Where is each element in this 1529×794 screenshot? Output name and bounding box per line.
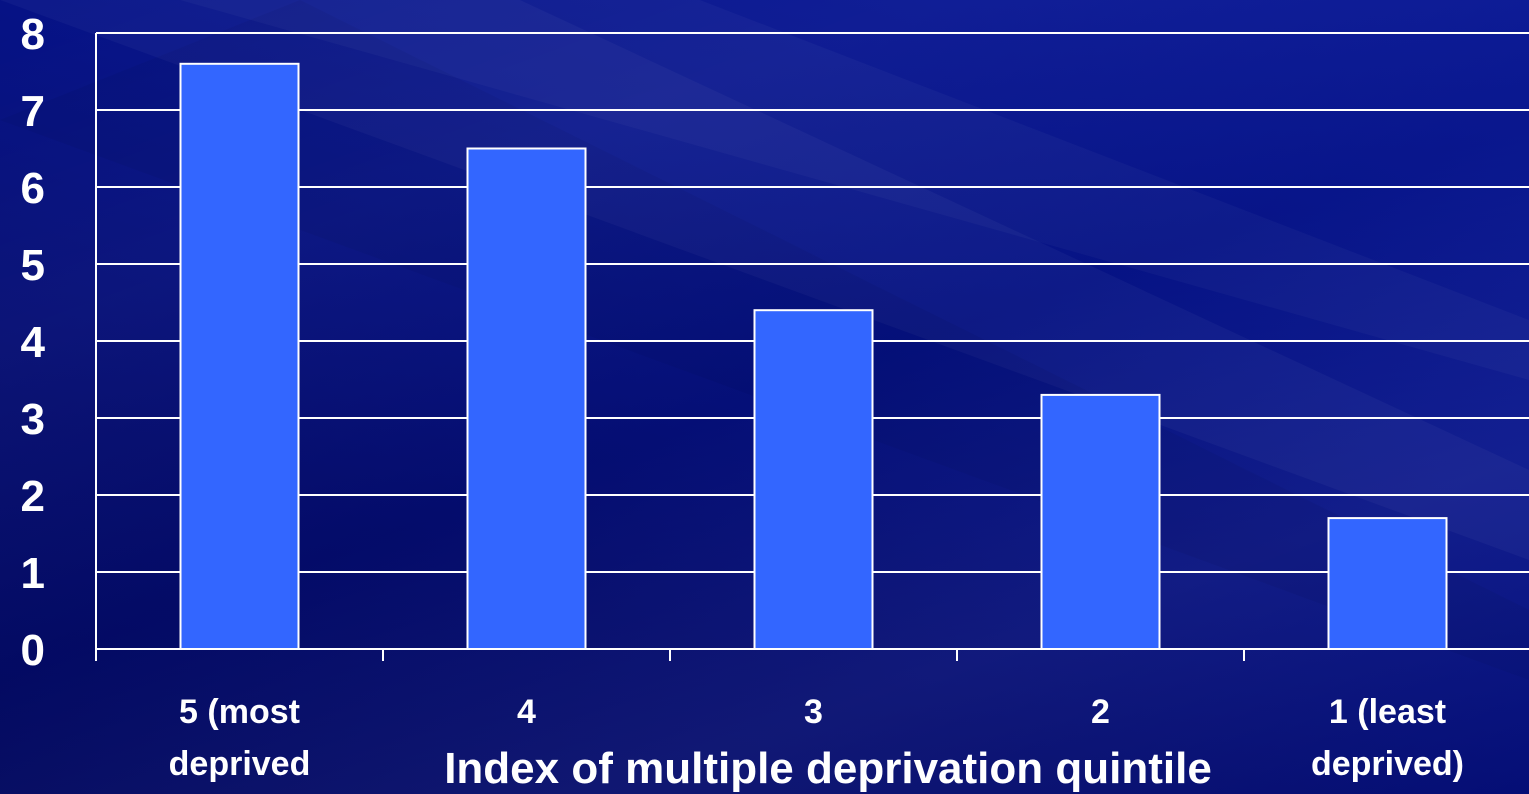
x-tick-label: 2 [1091,693,1110,731]
x-tick-label: deprived) [1311,745,1464,783]
y-tick-label: 6 [21,164,45,213]
y-tick-label: 1 [21,549,45,598]
y-tick-label: 4 [21,318,46,367]
bar [1327,517,1448,650]
y-tick-label: 2 [21,472,45,521]
y-tick-label: 8 [21,10,45,59]
y-tick-label: 5 [21,241,45,290]
x-tick-label: 3 [804,693,823,731]
bar [753,309,874,650]
bars [179,62,1448,651]
x-tick-label: 4 [517,693,536,731]
bar [1040,393,1161,650]
x-axis-tick-labels: 5 (most deprived 4 3 2 1 (least deprived) [169,693,1464,783]
y-tick-label: 0 [21,626,45,675]
y-tick-label: 7 [21,87,45,136]
y-tick-label: 3 [21,395,45,444]
y-axis-tick-labels: 0 1 2 3 4 5 6 7 8 [21,10,46,675]
bar [466,147,587,650]
x-tick-label: deprived [169,745,311,783]
x-tick-label: 1 (least [1329,693,1446,731]
bar [179,62,300,651]
x-axis-title: Index of multiple deprivation quintile [444,744,1212,793]
x-tick-label: 5 (most [179,693,300,731]
